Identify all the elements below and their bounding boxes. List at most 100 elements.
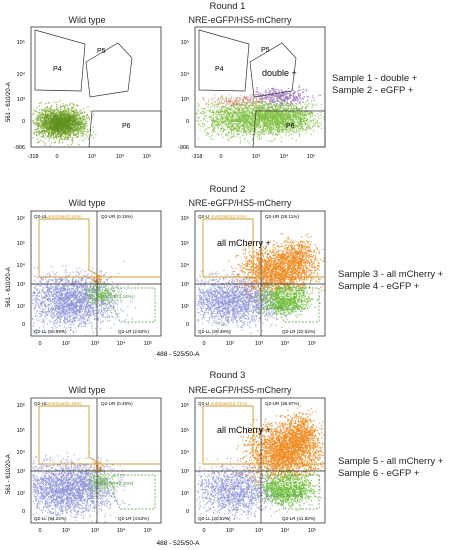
sample-3-label: Sample 3 - all mCherry +	[338, 269, 443, 281]
y-tick: 10⁵	[181, 427, 189, 434]
quadrant-ul-label: Q2-U	[198, 401, 209, 406]
gate-p4	[198, 29, 250, 92]
x-tick: 10⁴	[117, 340, 126, 347]
quadrant-lr-label: Q2-LR (2.82%)	[118, 329, 149, 334]
y-tick: -906	[178, 145, 189, 151]
sort-gate-label: sortGate(0.16%)	[48, 214, 82, 219]
mcherry-sort-gate	[203, 218, 325, 278]
gate-p4-label: P4	[215, 66, 224, 73]
sample-5-label: Sample 5 - all mCherry +	[338, 456, 443, 468]
sample-6-label: Sample 6 - eGFP +	[338, 468, 443, 480]
sort-gfp-label: sortGFP (16.20%)	[266, 493, 303, 498]
y-tick: 10³	[17, 282, 25, 288]
round-1-transgenic-title: NRE-eGFP/HS5-mCherry	[165, 15, 315, 25]
x-tick: 10⁵	[307, 153, 315, 160]
gate-p5	[85, 42, 133, 98]
y-tick: 10³	[17, 469, 25, 475]
x-tick: 10⁵	[308, 527, 316, 534]
x-tick: 10³	[91, 528, 99, 534]
y-tick: 10²	[17, 304, 25, 310]
gfp-sort-gate	[276, 287, 320, 323]
sort-gate-label: sortGate(11.91%)	[211, 214, 247, 219]
y-tick: 10⁴	[17, 262, 26, 269]
sort-gfp-label: sortGFP(12.56%)	[266, 306, 302, 311]
quadrant-ur-label: Q2-UR (0.48%)	[101, 401, 133, 406]
gate-p6	[252, 110, 326, 148]
y-tick: 10⁶	[181, 215, 189, 222]
quadrant-ll-label: Q2-LL (20.52%)	[198, 516, 231, 521]
mcherry-sort-gate	[203, 405, 325, 465]
x-tick: 0	[38, 528, 41, 534]
x-tick: 0	[202, 341, 205, 347]
round-3-sample-list: Sample 5 - all mCherry + Sample 6 - eGFP…	[338, 456, 443, 480]
double-positive-annotation: double +	[262, 68, 297, 78]
sample-4-label: Sample 4 - eGFP +	[338, 281, 443, 293]
y-tick: 10⁵	[17, 39, 25, 46]
y-tick: 10⁵	[17, 240, 25, 247]
mcherry-sort-gate-side	[38, 406, 101, 465]
quadrant-ll-label: Q2-LL (94.22%)	[34, 516, 67, 521]
gate-p5-label: P5	[97, 48, 106, 55]
round-3-transgenic-plot: Q2-U sortGate(43.71%) Q2-UR (36.67%) sor…	[181, 397, 326, 534]
round-1-transgenic-plot: P4 P5 P6 double + eGFP + 10⁵ 10⁴ 10³ 0 -…	[178, 26, 326, 160]
gate-p4-label: P4	[53, 66, 62, 73]
x-tick: 10³	[255, 528, 263, 534]
y-tick: 10⁴	[181, 71, 190, 78]
x-tick: 10⁴	[280, 153, 289, 160]
y-tick: 10²	[17, 491, 25, 497]
round-1-sample-list: Sample 1 - double + Sample 2 - eGFP +	[332, 73, 417, 97]
sort-gate-label: sortGate(43.71%)	[211, 401, 248, 406]
y-tick: 10⁵	[181, 240, 189, 247]
x-tick: 10³	[88, 154, 96, 160]
y-axis-label: 561 - 610/20-A	[6, 82, 12, 122]
y-tick: 10³	[17, 97, 25, 103]
quadrant-lr-label: Q2-LR (41.82%)	[282, 516, 316, 521]
y-axis-label: 561 - 610/20-A	[6, 454, 12, 494]
x-tick: 10⁴	[281, 527, 290, 534]
y-tick: 0	[186, 119, 189, 125]
gate-p6	[88, 110, 162, 148]
egfp-positive-annotation: eGFP +	[268, 131, 299, 141]
quadrant-lr-label: Q2-LR (22.52%)	[282, 329, 316, 334]
x-tick: 10³	[91, 341, 99, 347]
mcherry-sort-gate-side	[202, 406, 265, 465]
egfp-positive-annotation: eGFP +	[279, 290, 310, 300]
quadrant-ur-label: Q2-UR (36.67%)	[265, 401, 300, 406]
round-3-title: Round 3	[0, 370, 455, 381]
round-3-wild-type-title: Wild type	[32, 385, 142, 395]
y-tick: 0	[22, 322, 25, 328]
quadrant-ur-label: Q2-UR (0.15%)	[101, 214, 133, 219]
y-tick: 10⁵	[181, 39, 189, 46]
gfp-sort-gate	[112, 287, 156, 323]
y-tick: 0	[22, 119, 25, 125]
y-tick: 10³	[181, 282, 189, 288]
gate-p6-label: P6	[122, 123, 131, 130]
x-tick: 10⁵	[144, 527, 152, 534]
y-tick: 10⁵	[17, 427, 25, 434]
y-tick: 10⁶	[181, 402, 189, 409]
x-tick: -318	[27, 154, 38, 160]
x-tick: 0	[202, 528, 205, 534]
y-tick: 10⁴	[181, 449, 190, 456]
x-tick: 10⁴	[117, 527, 126, 534]
x-tick: 0	[219, 154, 222, 160]
x-tick: 10³	[252, 154, 260, 160]
round-3-transgenic-title: NRE-eGFP/HS5-mCherry	[165, 385, 315, 395]
y-tick: 10²	[181, 304, 189, 310]
gate-p5-label: P5	[261, 47, 270, 54]
gate-p4	[34, 29, 86, 92]
x-tick: 10⁵	[308, 340, 316, 347]
y-tick: -906	[14, 145, 25, 151]
x-tick: 10³	[255, 341, 263, 347]
round-1-title: Round 1	[0, 1, 455, 12]
y-tick: 0	[186, 322, 189, 328]
round-2-wild-type-plot: Q2-UL sortGate(0.16%) Q2-UR (0.15%) sort…	[6, 210, 162, 347]
y-tick: 10⁴	[17, 71, 26, 78]
y-tick: 10⁴	[181, 262, 190, 269]
mcherry-sort-gate	[39, 405, 161, 465]
y-axis-label: 561 - 610/20-A	[6, 267, 12, 307]
round-2-wild-type-title: Wild type	[32, 198, 142, 208]
y-tick: 0	[22, 509, 25, 515]
sort-gate-label: sortGate(0.16%)	[48, 401, 82, 406]
